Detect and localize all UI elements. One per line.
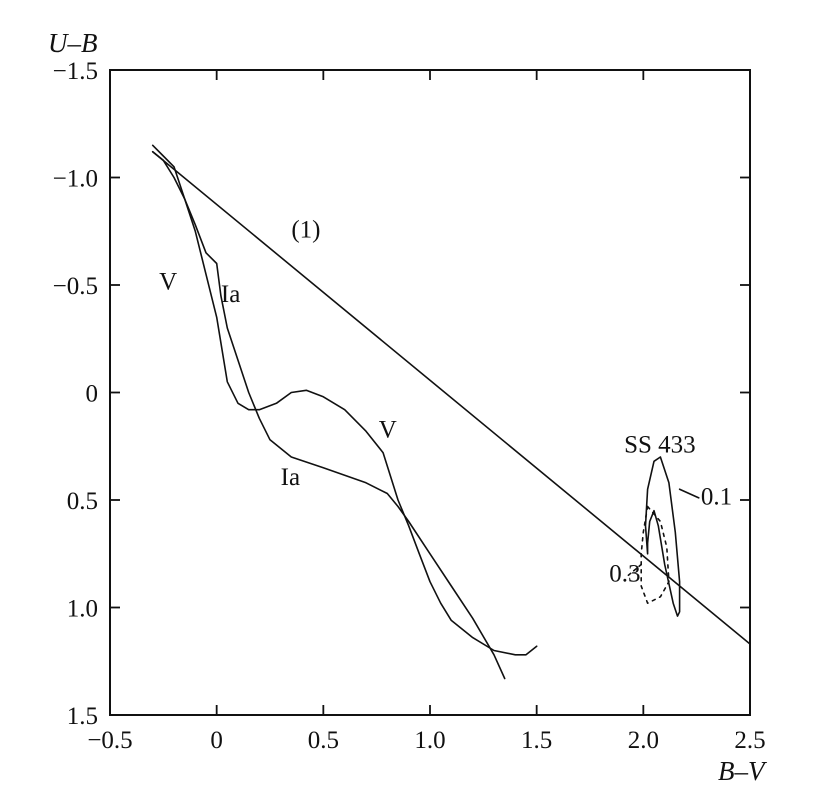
y-axis-title: U–B: [48, 28, 98, 58]
x-tick-label: 0: [210, 727, 223, 754]
series-line-v: [151, 150, 538, 656]
x-tick-label: 1.5: [521, 727, 552, 754]
y-tick-label: 0.5: [67, 488, 98, 515]
leader-line-0-3: [627, 563, 642, 577]
x-axis-title: B–V: [718, 756, 768, 786]
annotation-label: 0.1: [701, 483, 732, 510]
y-tick-label: −1.5: [53, 58, 98, 85]
annotation-label: (1): [291, 217, 320, 244]
annotation-label: Ia: [281, 464, 300, 491]
x-tick-label: 0.5: [308, 727, 339, 754]
series-line-ia: [151, 144, 506, 680]
y-tick-label: 1.0: [67, 596, 98, 623]
x-tick-label: 2.0: [628, 727, 659, 754]
series-line-0-3: [640, 505, 670, 604]
series-line-0-1: [644, 456, 681, 617]
x-tick-label: −0.5: [87, 727, 132, 754]
annotation-label: SS 433: [624, 432, 696, 459]
annotation-label: V: [379, 417, 397, 444]
plot-frame: [109, 69, 751, 716]
x-tick-label: 2.5: [734, 727, 765, 754]
y-tick-label: −0.5: [53, 273, 98, 300]
y-tick-labels: −1.5 −1.0 −0.5 0 0.5 1.0 1.5: [53, 58, 98, 730]
series-layer: [151, 144, 751, 680]
y-tick-label: 0: [86, 381, 99, 408]
annotation-label: V: [159, 268, 177, 295]
x-tick-labels: −0.5 0 0.5 1.0 1.5 2.0 2.5: [87, 727, 765, 754]
annotation-label: Ia: [221, 281, 240, 308]
annotation-label: 0.3: [609, 561, 640, 588]
axis-ticks: [109, 69, 751, 716]
leader-line-0-1: [678, 488, 700, 499]
y-tick-label: −1.0: [53, 166, 98, 193]
series-line-1: [151, 150, 751, 645]
y-tick-label: 1.5: [67, 703, 98, 730]
x-tick-label: 1.0: [414, 727, 445, 754]
